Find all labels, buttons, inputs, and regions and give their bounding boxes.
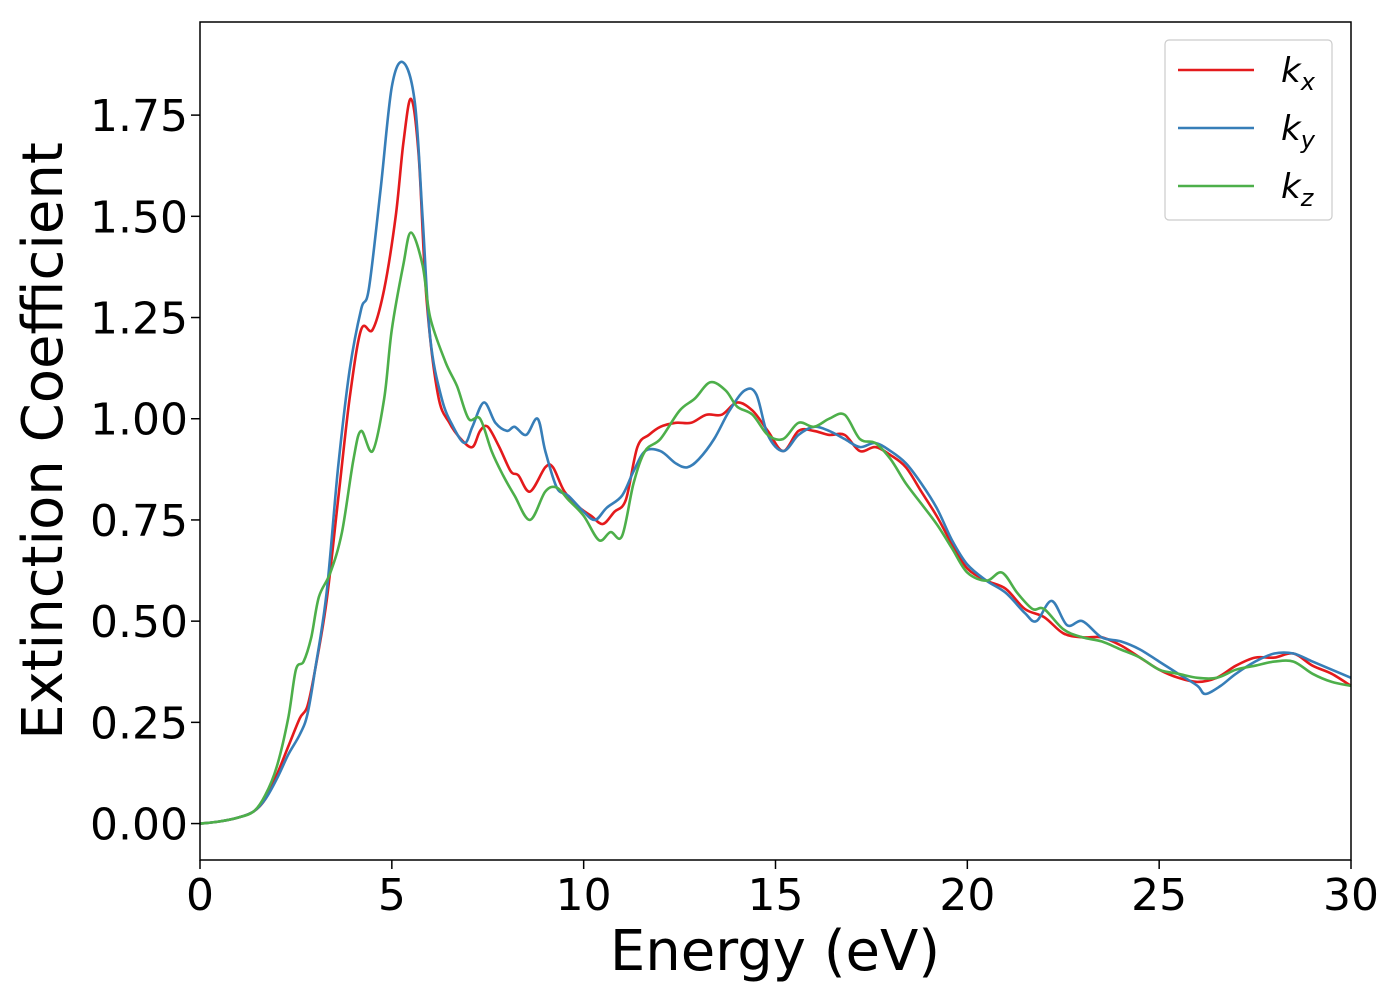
legend-box <box>1164 39 1333 221</box>
series-layer <box>199 60 1352 825</box>
y-axis: 0.00 0.25 0.50 0.75 1.00 1.25 1.50 1.75 <box>90 91 200 851</box>
x-tick-label: 15 <box>748 870 804 921</box>
x-tick-label: 0 <box>186 870 214 921</box>
y-tick-label: 0.25 <box>90 698 188 749</box>
x-axis-title: Energy (eV) <box>610 919 940 984</box>
x-tick-label: 20 <box>939 870 995 921</box>
y-tick-label: 1.75 <box>90 91 188 142</box>
x-tick-label: 30 <box>1323 870 1379 921</box>
y-tick-label: 1.50 <box>90 192 188 243</box>
x-tick-label: 25 <box>1131 870 1187 921</box>
x-axis: 0 5 10 15 20 25 30 <box>186 860 1379 921</box>
y-tick-label: 1.00 <box>90 395 188 446</box>
x-tick-label: 5 <box>378 870 406 921</box>
y-tick-label: 1.25 <box>90 294 188 345</box>
x-tick-label: 10 <box>556 870 612 921</box>
y-tick-label: 0.50 <box>90 597 188 648</box>
y-tick-label: 0.75 <box>90 496 188 547</box>
y-axis-title: Extinction Coefficient <box>11 142 76 740</box>
series-line-k-z <box>199 231 1352 825</box>
series-line-k-y <box>199 60 1352 825</box>
y-tick-label: 0.00 <box>90 800 188 851</box>
